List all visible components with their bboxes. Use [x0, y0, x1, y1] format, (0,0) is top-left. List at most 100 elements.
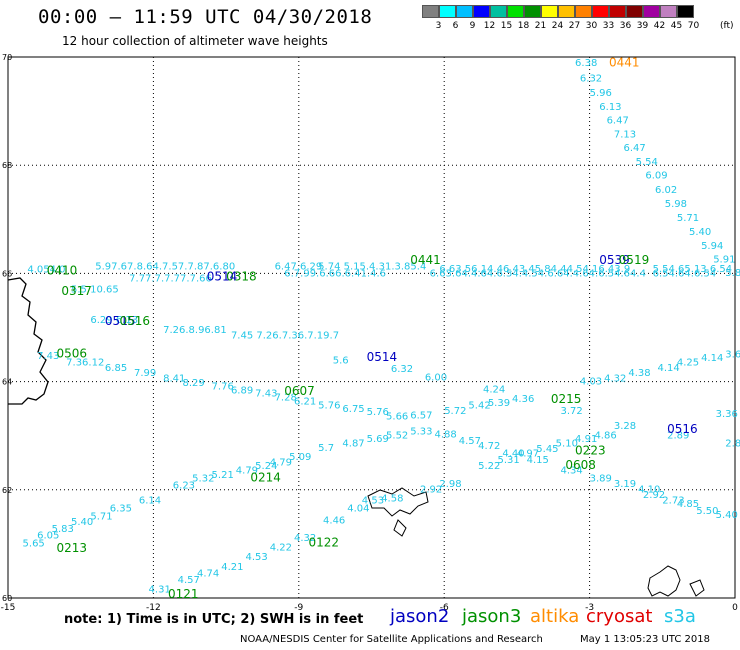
legend-altika: altika — [530, 606, 580, 627]
wave-height-value: 4.38 — [628, 368, 650, 379]
scale-swatch — [490, 5, 507, 18]
wave-height-value: 4.88 — [435, 429, 457, 440]
wave-height-value: 5.54.65.13.6.54 — [653, 264, 733, 275]
wave-height-value: 6.00 — [425, 373, 447, 384]
wave-height-value: 7.77.7.7.77.7.66 — [129, 274, 212, 285]
wave-height-value: 5.72 — [444, 406, 466, 417]
wave-height-value: 4.57 — [178, 575, 200, 586]
wave-height-value: 5.10 — [556, 439, 578, 450]
pass-time-label: 0441 — [609, 56, 640, 70]
wave-height-value: 3.36 — [716, 409, 738, 420]
wave-height-value: 5.74 5.15.4.31.3.85.4 — [318, 262, 426, 273]
scale-swatch — [677, 5, 694, 18]
scale-label: 21 — [534, 21, 547, 31]
legend-jason2: jason2 — [390, 606, 450, 627]
pass-time-label: 0514 — [367, 350, 398, 364]
scale-swatch — [592, 5, 609, 18]
wave-height-value: 7.99 — [134, 368, 156, 379]
wave-height-value: 5.52 — [386, 430, 408, 441]
wave-height-value: 2.89 — [667, 430, 689, 441]
wave-height-value: 5.96 — [590, 88, 612, 99]
wave-height-value: 4.14 — [657, 363, 679, 374]
wave-height-value: 4.57 — [459, 436, 481, 447]
wave-height-value: 4.054.0 — [27, 264, 65, 275]
wave-height-value: 2.89 — [725, 439, 740, 450]
wave-height-value: 5.6 — [333, 356, 349, 367]
pass-time-label: 0121 — [168, 587, 199, 601]
wave-height-value: 7.45 7.26.7.36.7.19.7 — [231, 330, 339, 341]
wave-height-value: 4.53 — [362, 495, 384, 506]
x-tick-label: 0 — [732, 603, 738, 613]
wave-height-value: 6.14 — [139, 495, 161, 506]
credit-text: NOAA/NESDIS Center for Satellite Applica… — [240, 634, 543, 645]
wave-height-value: 4.22 — [270, 542, 292, 553]
scale-label: 27 — [568, 21, 581, 31]
wave-height-value: 2.98 — [439, 479, 461, 490]
wave-height-value: 4.34 — [561, 466, 583, 477]
wave-height-value: 8.29 — [182, 378, 204, 389]
wave-height-value: 5.8 — [725, 268, 740, 279]
wave-height-value: 8.41 — [163, 374, 185, 385]
wave-height-value: 5.40 — [71, 517, 93, 528]
scale-label: 30 — [585, 21, 598, 31]
wave-height-value: 4.32 — [294, 533, 316, 544]
x-tick-label: -15 — [1, 603, 16, 613]
wave-height-value: 5.71 — [90, 512, 112, 523]
pass-time-label: 0441 — [410, 253, 441, 267]
scale-swatch — [507, 5, 524, 18]
wave-height-value: 5.32 — [192, 474, 214, 485]
wave-height-value: 3.28 — [614, 421, 636, 432]
wave-height-value: 4.24 — [483, 384, 505, 395]
wave-height-value: 4.31 — [149, 585, 171, 596]
scale-swatch — [643, 5, 660, 18]
wave-height-value: 4.04 — [347, 503, 369, 514]
wave-height-value: 4.91 — [575, 434, 597, 445]
scale-swatch — [609, 5, 626, 18]
iceland-coastline — [7, 277, 49, 405]
wave-height-value: 6.54.64.6.54 — [653, 269, 717, 280]
pass-time-label: 0539 — [599, 253, 630, 267]
wave-height-value: 4.74 — [197, 568, 219, 579]
scale-label: 9 — [469, 21, 476, 31]
wave-height-value: 4.32 — [604, 374, 626, 385]
wave-height-value: 5.39 — [488, 398, 510, 409]
scale-label: 45 — [670, 21, 683, 31]
legend-s3a: s3a — [664, 606, 696, 627]
y-tick-label: 68 — [2, 161, 12, 170]
wave-height-value: 7.43 — [255, 389, 277, 400]
wave-height-value: 2.92 — [643, 490, 665, 501]
wave-height-value: 4.36 — [512, 394, 534, 405]
wave-height-value: 6.09 — [645, 171, 667, 182]
wave-height-value: 6.47.6.29 — [275, 262, 323, 273]
scale-label: 15 — [500, 21, 513, 31]
pass-time-label: 0317 — [61, 284, 92, 298]
scale-label: 39 — [636, 21, 649, 31]
scale-label: 18 — [517, 21, 530, 31]
wave-height-value: 4.03 — [580, 376, 602, 387]
wave-height-value: 6.57 — [410, 410, 432, 421]
wave-height-value: 5.54 — [636, 157, 658, 168]
scale-unit-label: (ft) — [720, 21, 734, 31]
wave-height-value: 6.21 — [294, 396, 316, 407]
wave-height-value: 5.42 — [468, 401, 490, 412]
wave-height-value: 4.58 — [381, 494, 403, 505]
scale-swatch — [422, 5, 439, 18]
wave-height-value: 7.28 — [275, 393, 297, 404]
scale-swatch — [456, 5, 473, 18]
wave-height-value: 5.33 — [410, 427, 432, 438]
wave-height-value: 2.92 — [420, 485, 442, 496]
wave-height-value: 7.36.12 — [66, 357, 104, 368]
wave-height-value: 6.13 — [599, 102, 621, 113]
wave-height-value: 6.32 — [580, 73, 602, 84]
wave-height-value: 6.85 — [105, 363, 127, 374]
wave-height-value: 4.40 — [502, 448, 524, 459]
wave-height-value: 5.97.67.8.64.7.57.7.87.6.80 — [95, 262, 235, 273]
pass-time-label: 0215 — [551, 392, 582, 406]
wave-height-value: 6.23 — [173, 481, 195, 492]
pass-time-label: 0223 — [575, 444, 606, 458]
wave-height-value: 4.53 — [245, 552, 267, 563]
wave-height-value: 5.94 — [701, 241, 723, 252]
scale-swatch — [660, 5, 677, 18]
wave-height-value: 5.98 — [665, 199, 687, 210]
y-tick-label: 64 — [2, 378, 12, 387]
